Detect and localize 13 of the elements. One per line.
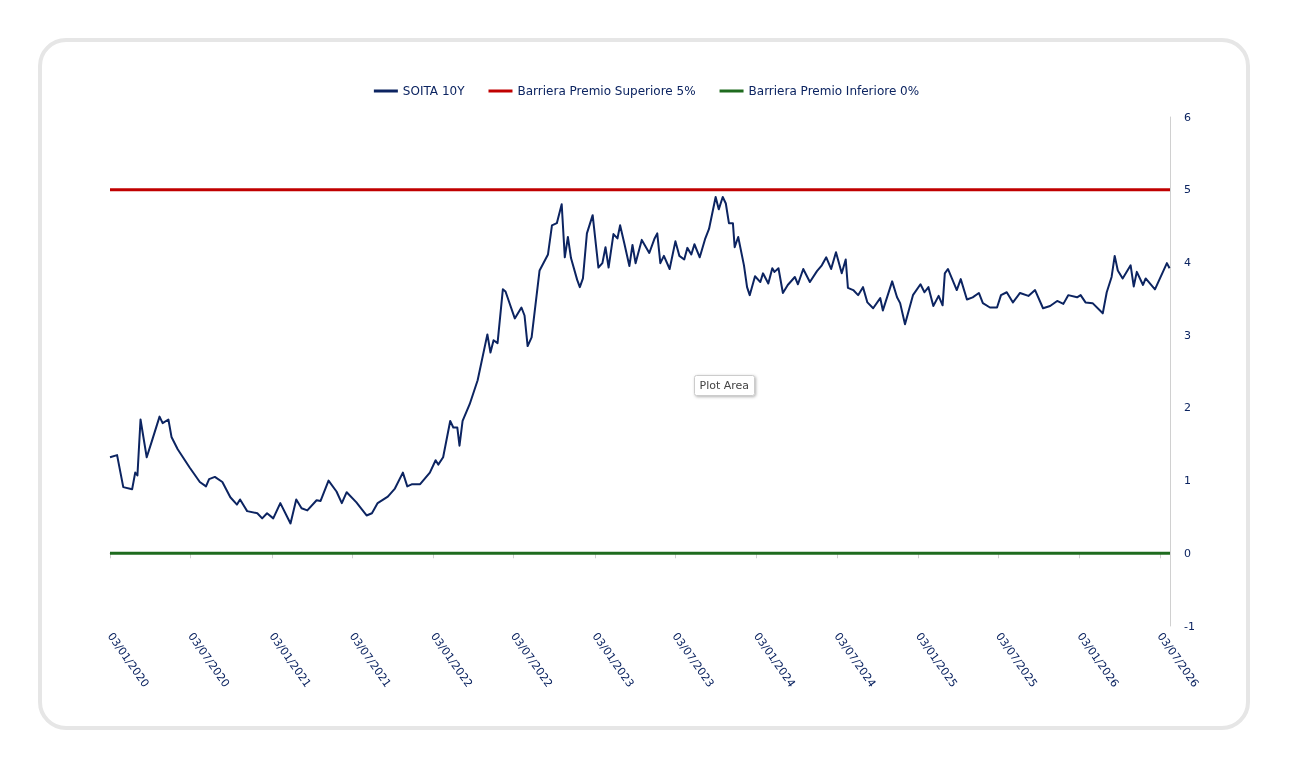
y-tick-label: 1 [1184, 474, 1191, 488]
line-series [109, 195, 1171, 525]
annotation: Plot Area [699, 378, 750, 392]
y-tick-label: 6 [1184, 110, 1191, 124]
legend-label: Barriera Premio Inferiore 0% [748, 84, 920, 98]
legend-label: SOITA 10Y [402, 84, 466, 98]
y-tick-label: 4 [1184, 255, 1191, 269]
legend-label: Barriera Premio Superiore 5% [517, 84, 696, 98]
y-tick-label: 0 [1184, 546, 1191, 560]
y-tick-label: 3 [1184, 328, 1191, 342]
y-tick-label: 5 [1184, 183, 1191, 197]
y-tick-label: 2 [1184, 401, 1191, 415]
y-tick-label: -1 [1184, 619, 1195, 633]
